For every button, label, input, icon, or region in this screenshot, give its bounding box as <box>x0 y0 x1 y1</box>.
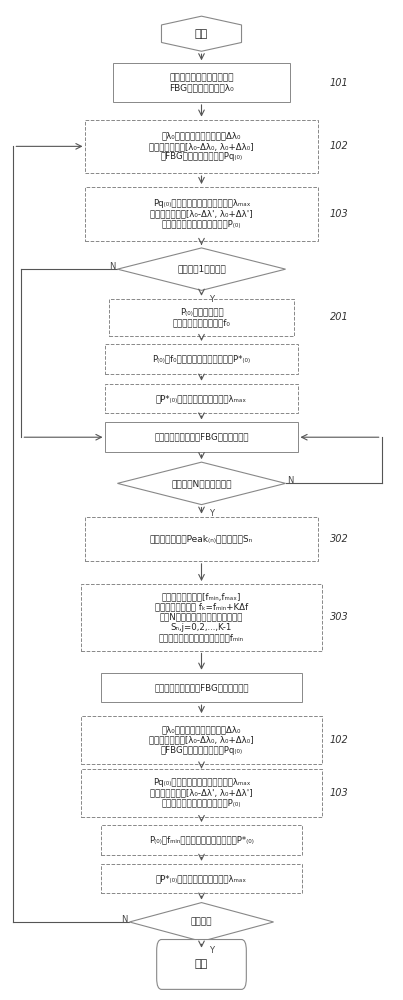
Text: 得到峰值点数组Peak₍ₙ₎，计算方差Sₙ: 得到峰值点数组Peak₍ₙ₎，计算方差Sₙ <box>150 534 253 543</box>
FancyBboxPatch shape <box>85 187 318 241</box>
Text: 201: 201 <box>330 312 348 322</box>
Text: Y: Y <box>210 295 214 304</box>
FancyBboxPatch shape <box>81 584 322 651</box>
Text: 对P*₍₀₎进行高斯拟合寻峰值点λₘₐₓ: 对P*₍₀₎进行高斯拟合寻峰值点λₘₐₓ <box>156 874 247 883</box>
FancyBboxPatch shape <box>102 673 301 702</box>
Text: 对P*₍₀₎进行高斯拟合寻峰值点λₘₐₓ: 对P*₍₀₎进行高斯拟合寻峰值点λₘₐₓ <box>156 394 247 403</box>
FancyBboxPatch shape <box>106 344 297 374</box>
Text: P₍₀₎以fₘᵢₙ为截止频率低通滤波后得P*₍₀₎: P₍₀₎以fₘᵢₙ为截止频率低通滤波后得P*₍₀₎ <box>149 835 254 844</box>
Text: 以λ₀为中心，设定波长间隔Δλ₀
选取波长范围为[λ₀-Δλ₀, λ₀+Δλ₀]
的FBG光谱能量数据子集Pq₍₀₎: 以λ₀为中心，设定波长间隔Δλ₀ 选取波长范围为[λ₀-Δλ₀, λ₀+Δλ₀]… <box>149 725 254 755</box>
Text: 以λ₀为中心，设定波长间隔Δλ₀
选取波长范围为[λ₀-Δλ₀, λ₀+Δλ₀]
的FBG光谱能量数据子集Pq₍₀₎: 以λ₀为中心，设定波长间隔Δλ₀ 选取波长范围为[λ₀-Δλ₀, λ₀+Δλ₀]… <box>149 131 254 161</box>
FancyBboxPatch shape <box>102 825 301 855</box>
Text: 103: 103 <box>330 788 348 798</box>
Text: Pq₍₀₎进行能量最大值检测，获得λₘₐₓ
选取波长范围为[λ₀-Δλ', λ₀+Δλ']
构建参与寻峰的光谱能量数组P₍₀₎: Pq₍₀₎进行能量最大值检测，获得λₘₐₓ 选取波长范围为[λ₀-Δλ', λ₀… <box>150 199 253 229</box>
FancyBboxPatch shape <box>81 769 322 817</box>
FancyBboxPatch shape <box>102 864 301 893</box>
Text: 101: 101 <box>330 78 348 88</box>
FancyBboxPatch shape <box>110 299 293 336</box>
Text: P₍₀₎进行频谱分析
获得初始经验截止频率f₀: P₍₀₎进行频谱分析 获得初始经验截止频率f₀ <box>172 307 231 327</box>
Text: 是否是第1周期数据: 是否是第1周期数据 <box>177 265 226 274</box>
FancyBboxPatch shape <box>157 940 246 989</box>
FancyBboxPatch shape <box>81 716 322 764</box>
Text: 102: 102 <box>330 141 348 151</box>
FancyBboxPatch shape <box>106 422 297 452</box>
Text: Y: Y <box>210 946 214 955</box>
FancyBboxPatch shape <box>106 384 297 413</box>
Text: 102: 102 <box>330 735 348 745</box>
Text: 103: 103 <box>330 209 348 219</box>
Text: 设定截止频率范围[fₘᵢₙ,fₘₐₓ]
依次选取截止频率 fₖ=fₘᵢₙ+KΔf
计算N个周期光谱数据的峰值组方差
Sₙ,j=0,2,...,K-1
得方差最小: 设定截止频率范围[fₘᵢₙ,fₘₐₓ] 依次选取截止频率 fₖ=fₘᵢₙ+KΔf… <box>155 592 248 643</box>
Text: Y: Y <box>210 509 214 518</box>
Text: N: N <box>109 262 115 271</box>
Text: P₍₀₎以f₀为截止频率低通滤波后得P*₍₀₎: P₍₀₎以f₀为截止频率低通滤波后得P*₍₀₎ <box>152 354 251 363</box>
FancyBboxPatch shape <box>114 63 289 102</box>
Polygon shape <box>117 462 286 505</box>
Text: 结束: 结束 <box>195 959 208 969</box>
Text: 303: 303 <box>330 612 348 622</box>
FancyBboxPatch shape <box>85 120 318 173</box>
Text: N: N <box>121 915 127 924</box>
Polygon shape <box>162 16 241 51</box>
Text: 开始: 开始 <box>195 29 208 39</box>
Text: Pq₍₀₎进行能量最大值检测，获得λₘₐₓ
选取波长范围为[λ₀-Δλ', λ₀+Δλ']
构建参与寻峰的光谱能量数组P₍₀₎: Pq₍₀₎进行能量最大值检测，获得λₘₐₓ 选取波长范围为[λ₀-Δλ', λ₀… <box>150 778 253 808</box>
Text: 获取下一个采样周期FBG光谱能量数据: 获取下一个采样周期FBG光谱能量数据 <box>154 683 249 692</box>
Text: 302: 302 <box>330 534 348 544</box>
FancyBboxPatch shape <box>85 517 318 561</box>
Text: 获得室内常压常温环境下的
FBG光谱的中心波长λ₀: 获得室内常压常温环境下的 FBG光谱的中心波长λ₀ <box>169 73 234 92</box>
Polygon shape <box>129 903 274 941</box>
Text: 获取下一个采样周期FBG光谱能量数据: 获取下一个采样周期FBG光谱能量数据 <box>154 433 249 442</box>
Text: 是否是第N个周期内数据: 是否是第N个周期内数据 <box>171 479 232 488</box>
Text: 是否中止: 是否中止 <box>191 917 212 926</box>
Polygon shape <box>117 248 286 290</box>
Text: N: N <box>288 476 294 485</box>
